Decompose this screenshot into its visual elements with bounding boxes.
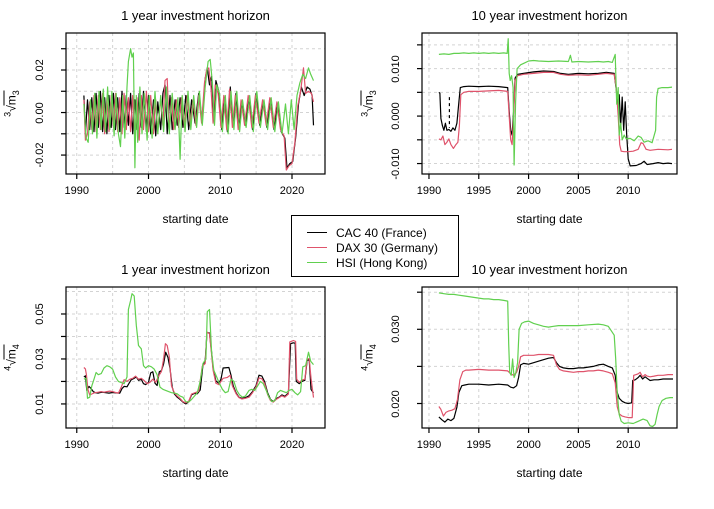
y-tick-label: 0.01: [34, 393, 46, 415]
x-tick-label: 2000: [516, 439, 541, 451]
plot-area: [61, 32, 326, 179]
y-tick-label: 0.02: [34, 59, 46, 81]
series-line-cac: [438, 70, 673, 167]
x-axis-title: starting date: [516, 212, 583, 226]
series-line-hsi: [438, 292, 673, 428]
panel-title: 10 year investment horizon: [471, 262, 628, 277]
x-tick-label: 2000: [136, 185, 161, 197]
legend-label: CAC 40 (France): [336, 225, 427, 240]
panel-title: 1 year investment horizon: [121, 262, 270, 277]
plot-area: [417, 32, 678, 179]
legend-label: DAX 30 (Germany): [336, 240, 439, 255]
panel-1yr-m4: 1 year investment horizon starting date …: [0, 254, 357, 508]
series-line-hsi: [83, 48, 315, 169]
legend-box: CAC 40 (France) DAX 30 (Germany) HSI (Ho…: [291, 215, 459, 277]
series-line-hsi: [83, 293, 314, 403]
x-axis-title: starting date: [516, 466, 583, 480]
legend-entry-dax: DAX 30 (Germany): [300, 240, 458, 255]
y-tick-label: 0.030: [390, 315, 402, 344]
x-tick-label: 1990: [64, 185, 89, 197]
panel-10yr-m3: 10 year investment horizon starting date…: [357, 0, 714, 254]
x-tick-label: 2010: [615, 185, 641, 197]
x-tick-label: 2020: [279, 439, 305, 451]
plot-area: [61, 286, 326, 433]
legend-entry-hsi: HSI (Hong Kong): [300, 255, 458, 270]
dax-line-sample-icon: [307, 247, 327, 248]
x-tick-label: 2005: [566, 185, 591, 197]
y-axis-title: 3√m3: [2, 90, 21, 117]
x-tick-label: 1995: [466, 185, 492, 197]
series-line-cac: [438, 356, 673, 423]
plot-area: [417, 286, 678, 433]
y-axis-title: 4√m4: [2, 344, 21, 371]
panel-title: 10 year investment horizon: [471, 8, 628, 23]
y-tick-label: 0.020: [390, 389, 402, 418]
x-tick-label: 2000: [516, 185, 541, 197]
panel-1yr-m3: 1 year investment horizon starting date …: [0, 0, 357, 254]
x-tick-label: 2020: [279, 185, 305, 197]
y-axis-title: 4√m4: [359, 344, 378, 371]
x-tick-label: 2010: [208, 439, 233, 451]
y-tick-label: 0.010: [390, 54, 402, 83]
y-tick-label: 0.03: [34, 348, 46, 370]
x-tick-label: 1995: [466, 439, 492, 451]
cac-line-sample-icon: [307, 232, 327, 233]
x-tick-label: 1990: [64, 439, 89, 451]
x-tick-label: 2010: [615, 439, 641, 451]
x-tick-label: 2005: [566, 439, 591, 451]
x-axis-title: starting date: [162, 466, 229, 480]
panel-title: 1 year investment horizon: [121, 8, 270, 23]
y-axis-title: 3√m3: [359, 90, 378, 117]
y-tick-label: -0.010: [390, 147, 402, 180]
panel-10yr-m4: 10 year investment horizon starting date…: [357, 254, 714, 508]
x-axis-title: starting date: [162, 212, 229, 226]
series-line-hsi: [438, 38, 673, 166]
series-line-dax: [438, 353, 673, 419]
legend-entry-cac: CAC 40 (France): [300, 225, 458, 240]
x-tick-label: 2000: [136, 439, 161, 451]
x-tick-label: 1990: [416, 439, 442, 451]
series-line-dax: [438, 71, 673, 153]
y-tick-label: 0.00: [34, 101, 46, 124]
hsi-line-sample-icon: [307, 262, 327, 263]
y-tick-label: 0.05: [34, 303, 46, 325]
legend-label: HSI (Hong Kong): [336, 255, 428, 270]
y-tick-label: 0.000: [390, 102, 402, 130]
x-tick-label: 1990: [416, 185, 442, 197]
x-tick-label: 2010: [208, 185, 233, 197]
y-tick-label: -0.02: [34, 142, 46, 168]
